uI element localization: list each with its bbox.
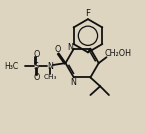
Text: H₃C: H₃C (4, 61, 19, 70)
Text: O: O (55, 45, 61, 54)
Text: O: O (33, 50, 39, 59)
Text: S: S (34, 61, 39, 70)
Text: CH₃: CH₃ (43, 74, 57, 80)
Text: O: O (33, 73, 39, 82)
Text: N: N (47, 61, 53, 70)
Text: F: F (85, 9, 90, 18)
Text: N: N (67, 43, 73, 52)
Text: CH₂OH: CH₂OH (105, 49, 132, 58)
Text: N: N (70, 78, 76, 87)
